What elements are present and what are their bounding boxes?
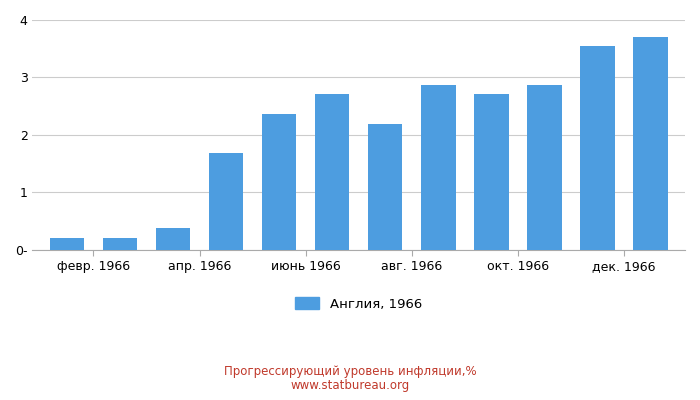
Bar — [50, 238, 84, 250]
Bar — [368, 124, 402, 250]
Bar — [527, 85, 561, 250]
Text: Прогрессирующий уровень инфляции,%: Прогрессирующий уровень инфляции,% — [224, 366, 476, 378]
Bar — [634, 37, 668, 250]
Bar — [262, 114, 296, 250]
Bar — [103, 238, 137, 250]
Bar — [155, 228, 190, 250]
Bar — [315, 94, 349, 250]
Legend: Англия, 1966: Англия, 1966 — [295, 298, 422, 311]
Text: www.statbureau.org: www.statbureau.org — [290, 380, 410, 392]
Bar — [209, 152, 244, 250]
Bar — [580, 46, 615, 250]
Bar — [421, 85, 456, 250]
Bar — [474, 94, 509, 250]
